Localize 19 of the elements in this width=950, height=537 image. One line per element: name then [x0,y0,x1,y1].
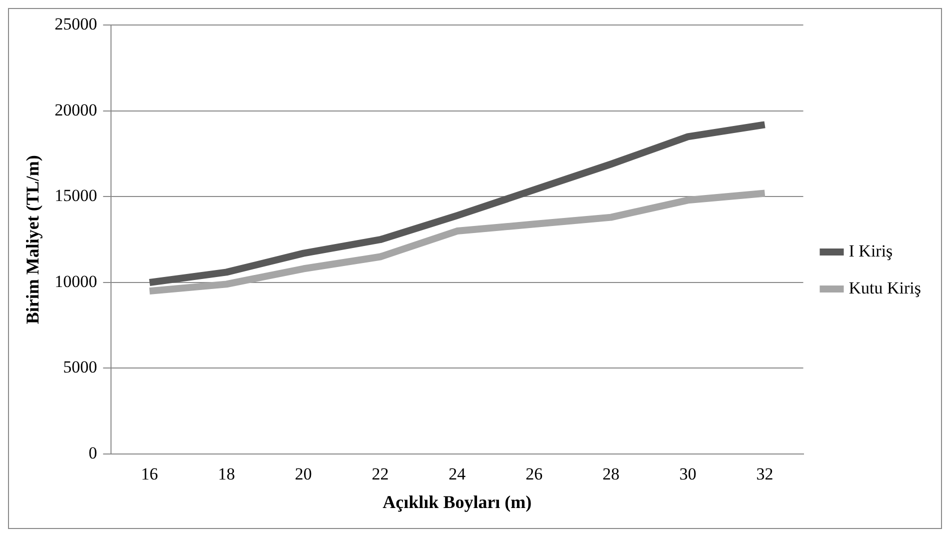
y-axis-title: Birim Maliyet (TL/m) [22,155,42,324]
y-tick-label: 5000 [63,358,98,377]
y-tick-label: 10000 [54,272,98,291]
x-tick-label: 26 [526,464,543,484]
x-tick-label: 16 [141,464,158,484]
y-tick-label: 0 [88,443,98,462]
legend-label: Kutu Kiriş [848,278,921,298]
x-tick-label: 20 [294,464,312,484]
x-tick-label: 18 [218,464,235,484]
x-tick-label: 32 [756,464,774,484]
legend-label: I Kiriş [848,241,893,260]
y-tick-label: 15000 [54,186,98,206]
x-axis-title: Açıklık Boyları (m) [382,492,532,512]
y-tick-label: 20000 [54,100,98,120]
y-tick-label: 25000 [54,14,98,34]
x-tick-label: 22 [372,464,389,484]
x-tick-label: 28 [602,464,620,484]
x-tick-label: 24 [448,464,466,484]
x-tick-label: 30 [679,464,696,484]
